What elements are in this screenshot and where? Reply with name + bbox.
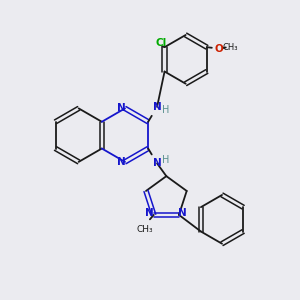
Text: N: N (117, 103, 126, 113)
Text: H: H (162, 155, 169, 165)
Text: CH₃: CH₃ (223, 43, 238, 52)
Text: N: N (153, 158, 161, 168)
Text: O: O (215, 44, 224, 54)
Text: N: N (153, 102, 161, 112)
Text: N: N (117, 157, 126, 167)
Text: CH₃: CH₃ (136, 225, 153, 234)
Text: N: N (145, 208, 154, 218)
Text: Cl: Cl (156, 38, 167, 48)
Text: N: N (178, 208, 187, 218)
Text: H: H (162, 105, 169, 115)
